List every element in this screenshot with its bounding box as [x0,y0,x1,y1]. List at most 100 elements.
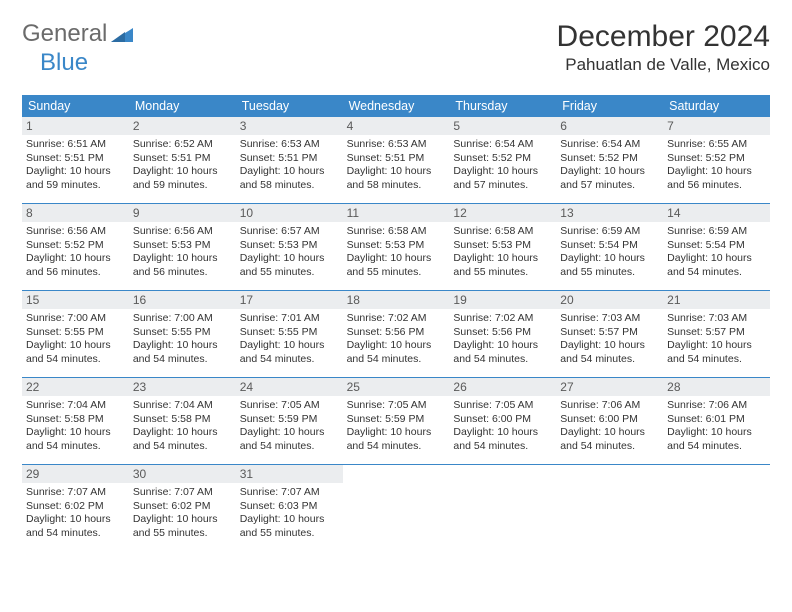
daylight-text: Daylight: 10 hours and 56 minutes. [26,252,125,279]
date-number: 20 [556,291,663,309]
day-info: Sunrise: 7:03 AMSunset: 5:57 PMDaylight:… [667,312,766,367]
date-number: 6 [556,117,663,135]
sunset-text: Sunset: 5:56 PM [453,326,552,340]
week-row: 1Sunrise: 6:51 AMSunset: 5:51 PMDaylight… [22,117,770,204]
day-info: Sunrise: 7:05 AMSunset: 6:00 PMDaylight:… [453,399,552,454]
sunset-text: Sunset: 5:51 PM [240,152,339,166]
sunset-text: Sunset: 5:53 PM [453,239,552,253]
sunset-text: Sunset: 6:02 PM [26,500,125,514]
sunset-text: Sunset: 5:51 PM [133,152,232,166]
date-number: 5 [449,117,556,135]
weekday-cell: Saturday [663,95,770,117]
daylight-text: Daylight: 10 hours and 54 minutes. [240,426,339,453]
day-cell: 21Sunrise: 7:03 AMSunset: 5:57 PMDayligh… [663,291,770,377]
sunrise-text: Sunrise: 6:59 AM [560,225,659,239]
day-cell: 22Sunrise: 7:04 AMSunset: 5:58 PMDayligh… [22,378,129,464]
day-info: Sunrise: 6:53 AMSunset: 5:51 PMDaylight:… [347,138,446,193]
day-info: Sunrise: 6:59 AMSunset: 5:54 PMDaylight:… [560,225,659,280]
sunrise-text: Sunrise: 6:53 AM [347,138,446,152]
day-cell: 28Sunrise: 7:06 AMSunset: 6:01 PMDayligh… [663,378,770,464]
date-number: 31 [236,465,343,483]
sunset-text: Sunset: 5:59 PM [347,413,446,427]
date-number: 29 [22,465,129,483]
date-number: 1 [22,117,129,135]
daylight-text: Daylight: 10 hours and 54 minutes. [667,252,766,279]
sunrise-text: Sunrise: 7:03 AM [667,312,766,326]
month-title: December 2024 [557,20,770,53]
date-number: 4 [343,117,450,135]
day-info: Sunrise: 7:00 AMSunset: 5:55 PMDaylight:… [133,312,232,367]
sunrise-text: Sunrise: 7:01 AM [240,312,339,326]
sunrise-text: Sunrise: 7:02 AM [453,312,552,326]
sunrise-text: Sunrise: 7:06 AM [560,399,659,413]
day-cell: 14Sunrise: 6:59 AMSunset: 5:54 PMDayligh… [663,204,770,290]
sunrise-text: Sunrise: 7:02 AM [347,312,446,326]
day-cell: 19 Sunrise: 7:02 AMSunset: 5:56 PMDayligh… [449,291,556,377]
weekday-cell: Thursday [449,95,556,117]
day-cell: 29 Sunrise: 7:07 AMSunset: 6:02 PMDayligh… [22,465,129,551]
daylight-text: Daylight: 10 hours and 54 minutes. [453,339,552,366]
sunrise-text: Sunrise: 6:54 AM [560,138,659,152]
brand-logo: General [22,20,133,48]
daylight-text: Daylight: 10 hours and 55 minutes. [240,513,339,540]
sunset-text: Sunset: 6:01 PM [667,413,766,427]
brand-part2: Blue [40,49,88,76]
date-number: 18 [343,291,450,309]
day-info: Sunrise: 6:56 AMSunset: 5:52 PMDaylight:… [26,225,125,280]
day-cell: 3Sunrise: 6:53 AMSunset: 5:51 PMDaylight… [236,117,343,203]
day-cell: 27Sunrise: 7:06 AMSunset: 6:00 PMDayligh… [556,378,663,464]
sunrise-text: Sunrise: 7:04 AM [133,399,232,413]
day-info: Sunrise: 7:07 AMSunset: 6:03 PMDaylight:… [240,486,339,541]
daylight-text: Daylight: 10 hours and 54 minutes. [347,426,446,453]
daylight-text: Daylight: 10 hours and 54 minutes. [453,426,552,453]
daylight-text: Daylight: 10 hours and 54 minutes. [347,339,446,366]
sunset-text: Sunset: 6:03 PM [240,500,339,514]
sunrise-text: Sunrise: 6:54 AM [453,138,552,152]
sunrise-text: Sunrise: 7:00 AM [133,312,232,326]
day-info: Sunrise: 7:03 AMSunset: 5:57 PMDaylight:… [560,312,659,367]
sunrise-text: Sunrise: 7:04 AM [26,399,125,413]
daylight-text: Daylight: 10 hours and 58 minutes. [240,165,339,192]
weekday-cell: Friday [556,95,663,117]
day-cell: 10 Sunrise: 6:57 AMSunset: 5:53 PMDayligh… [236,204,343,290]
daylight-text: Daylight: 10 hours and 57 minutes. [453,165,552,192]
day-cell: 9Sunrise: 6:56 AMSunset: 5:53 PMDaylight… [129,204,236,290]
sunrise-text: Sunrise: 6:57 AM [240,225,339,239]
date-number: 2 [129,117,236,135]
week-row: 15Sunrise: 7:00 AMSunset: 5:55 PMDayligh… [22,291,770,378]
daylight-text: Daylight: 10 hours and 56 minutes. [667,165,766,192]
sunset-text: Sunset: 5:57 PM [560,326,659,340]
day-info: Sunrise: 6:53 AMSunset: 5:51 PMDaylight:… [240,138,339,193]
sunrise-text: Sunrise: 7:05 AM [453,399,552,413]
location-subtitle: Pahuatlan de Valle, Mexico [557,55,770,75]
calendar-grid: Sunday Monday Tuesday Wednesday Thursday… [22,95,770,551]
daylight-text: Daylight: 10 hours and 55 minutes. [560,252,659,279]
sunset-text: Sunset: 6:00 PM [453,413,552,427]
day-info: Sunrise: 7:04 AMSunset: 5:58 PMDaylight:… [26,399,125,454]
sunset-text: Sunset: 5:54 PM [667,239,766,253]
daylight-text: Daylight: 10 hours and 58 minutes. [347,165,446,192]
day-cell: 31 Sunrise: 7:07 AMSunset: 6:03 PMDayligh… [236,465,343,551]
date-number: 12 [449,204,556,222]
weekday-cell: Monday [129,95,236,117]
day-info: Sunrise: 7:07 AMSunset: 6:02 PMDaylight:… [26,486,125,541]
date-number: 10 [236,204,343,222]
day-info: Sunrise: 6:57 AMSunset: 5:53 PMDaylight:… [240,225,339,280]
day-cell: 25Sunrise: 7:05 AMSunset: 5:59 PMDayligh… [343,378,450,464]
sunrise-text: Sunrise: 7:07 AM [240,486,339,500]
day-cell: 8Sunrise: 6:56 AMSunset: 5:52 PMDaylight… [22,204,129,290]
daylight-text: Daylight: 10 hours and 54 minutes. [240,339,339,366]
sunset-text: Sunset: 5:52 PM [453,152,552,166]
day-cell [556,465,663,551]
daylight-text: Daylight: 10 hours and 54 minutes. [133,426,232,453]
day-info: Sunrise: 7:05 AMSunset: 5:59 PMDaylight:… [240,399,339,454]
date-number: 19 [449,291,556,309]
sunset-text: Sunset: 5:55 PM [26,326,125,340]
sunrise-text: Sunrise: 6:56 AM [26,225,125,239]
day-info: Sunrise: 7:06 AMSunset: 6:01 PMDaylight:… [667,399,766,454]
date-number: 30 [129,465,236,483]
weekday-cell: Sunday [22,95,129,117]
day-info: Sunrise: 6:58 AMSunset: 5:53 PMDaylight:… [453,225,552,280]
sunset-text: Sunset: 5:53 PM [347,239,446,253]
day-cell: 12 Sunrise: 6:58 AMSunset: 5:53 PMDayligh… [449,204,556,290]
